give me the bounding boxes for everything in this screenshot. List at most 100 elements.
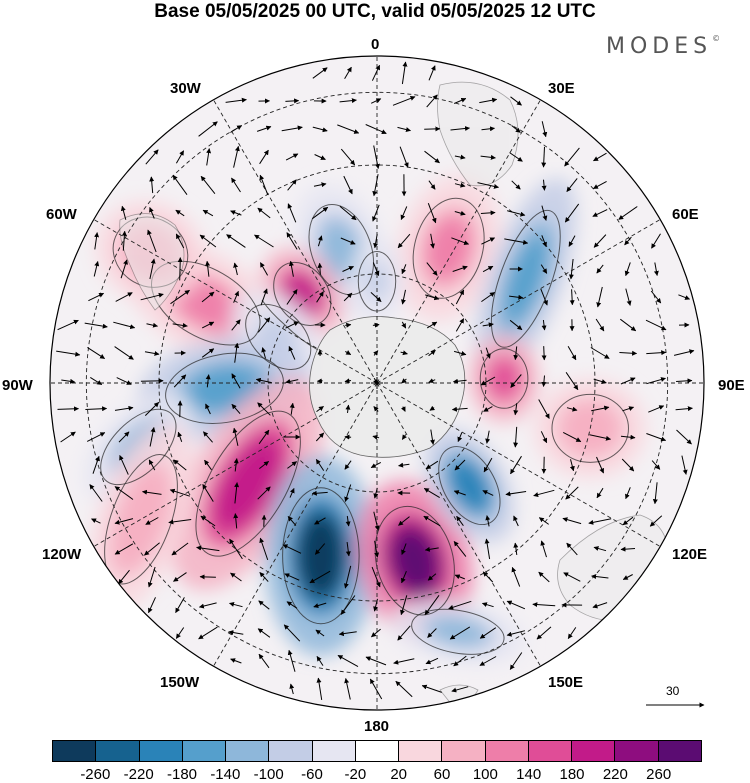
wind-vector <box>511 125 521 133</box>
wind-vector <box>566 178 578 192</box>
wind-vector <box>506 210 526 217</box>
wind-vector <box>483 406 493 412</box>
wind-vector <box>234 342 240 363</box>
wind-vector <box>568 258 574 280</box>
colorbar-tick-label: 20 <box>390 766 407 783</box>
wind-vector <box>287 203 297 223</box>
wind-vector <box>593 152 607 162</box>
wind-vector <box>201 321 215 329</box>
wind-vector <box>569 459 575 472</box>
wind-vector <box>315 432 325 442</box>
wind-vector <box>231 177 241 193</box>
wind-vector <box>85 406 108 412</box>
wind-vector <box>196 545 220 552</box>
wind-vector <box>257 402 271 416</box>
wind-vector <box>397 625 411 641</box>
wind-vector <box>563 572 581 582</box>
colorbar-swatch <box>442 741 486 761</box>
colorbar-tick-label: -180 <box>166 766 198 783</box>
wind-vector <box>261 347 267 359</box>
wind-vector <box>233 513 239 529</box>
wind-vector <box>646 377 666 385</box>
wind-vector <box>114 543 134 555</box>
wind-vector <box>345 404 351 413</box>
wind-vector <box>142 489 162 495</box>
lon-label-90e: 90E <box>718 377 745 394</box>
wind-vector <box>258 653 270 669</box>
wind-vector <box>425 294 440 301</box>
wind-vector <box>453 541 467 557</box>
wind-vector <box>592 180 607 190</box>
wind-vector <box>200 175 216 195</box>
wind-vector <box>339 205 357 221</box>
wind-vector <box>392 96 416 106</box>
wind-vector <box>428 180 436 190</box>
colorbar-swatch <box>615 741 659 761</box>
wind-vector <box>429 405 436 411</box>
wind-vector <box>676 429 692 445</box>
wind-vector <box>309 570 331 584</box>
wind-vector <box>653 262 659 276</box>
wind-vector <box>371 628 381 638</box>
wind-vector <box>344 678 351 700</box>
wind-vector <box>281 125 303 132</box>
wind-vector <box>485 515 491 527</box>
wind-vector <box>455 318 465 332</box>
wind-vector <box>175 150 185 164</box>
wind-vector <box>401 434 407 440</box>
colorbar-tick-label: -220 <box>123 766 154 783</box>
anomaly-contour <box>214 436 282 531</box>
wind-vector <box>425 460 439 470</box>
wind-vector <box>541 375 547 387</box>
wind-vector <box>370 98 382 104</box>
colorbar-tick-label: -20 <box>344 766 367 783</box>
wind-vector <box>513 403 519 416</box>
wind-vector <box>257 486 271 500</box>
wind-vector <box>312 206 329 220</box>
wind-vector <box>430 429 435 445</box>
wind-vector <box>338 631 357 637</box>
wind-vector <box>343 565 352 589</box>
wind-vector <box>205 260 211 277</box>
wind-vector <box>450 125 470 131</box>
wind-vector <box>205 403 211 415</box>
anomaly-contour-line <box>308 204 374 296</box>
wind-vector <box>283 624 301 642</box>
wind-vector <box>115 292 133 302</box>
wind-vector <box>120 205 127 220</box>
wind-vector <box>343 175 353 195</box>
wind-vector <box>541 179 547 191</box>
wind-vector <box>233 458 239 472</box>
wind-vector <box>232 427 239 446</box>
wind-vector <box>199 574 216 580</box>
anomaly-contour-line <box>282 487 360 625</box>
wind-vector <box>259 537 269 561</box>
lon-label-150e: 150E <box>548 674 584 691</box>
wind-vector <box>511 180 521 190</box>
wind-vector <box>169 488 190 497</box>
wind-vector <box>373 406 379 412</box>
wind-vector <box>393 658 415 665</box>
anomaly-contour-line <box>100 408 177 486</box>
wind-vector <box>114 346 134 360</box>
wind-vector <box>453 350 467 356</box>
wind-vector <box>114 486 134 500</box>
wind-vector <box>400 289 406 305</box>
wind-vector <box>316 291 324 303</box>
wind-vector <box>426 321 438 329</box>
wind-vector <box>365 124 387 134</box>
wind-vector <box>481 602 494 608</box>
wind-vector <box>424 546 439 552</box>
wind-vector <box>260 288 268 306</box>
wind-vector <box>145 149 159 165</box>
wind-vector <box>541 235 547 248</box>
wind-vector <box>566 406 578 412</box>
wind-vector <box>568 235 576 247</box>
wind-vector <box>540 264 548 274</box>
wind-vector <box>256 125 272 132</box>
wind-vector <box>289 683 295 695</box>
wind-vector <box>592 209 608 217</box>
wind-vector <box>57 319 79 331</box>
colorbar-swatch <box>658 741 701 761</box>
wind-vector <box>373 145 380 169</box>
